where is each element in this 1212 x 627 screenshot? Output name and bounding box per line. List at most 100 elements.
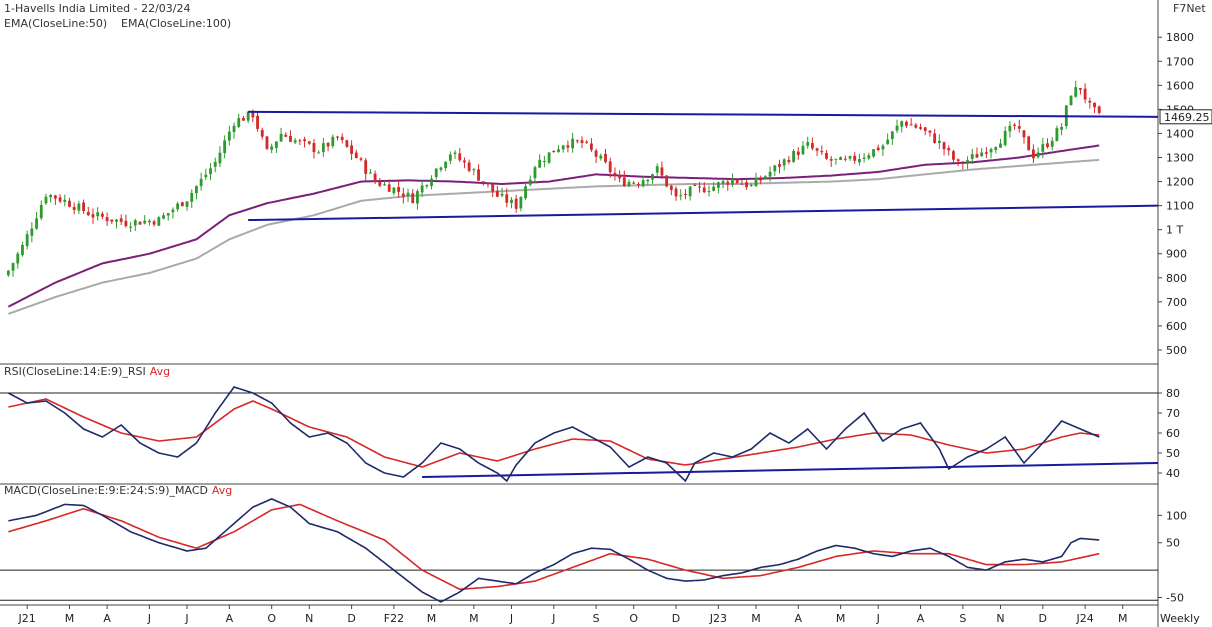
- candle-body: [735, 179, 739, 183]
- candle-body: [970, 154, 974, 159]
- candle-body: [171, 209, 175, 213]
- candle-body: [340, 136, 344, 140]
- macd-avg-line: [8, 503, 1100, 591]
- candle-body: [519, 196, 523, 209]
- candle-body: [1027, 136, 1031, 151]
- candle-body: [270, 146, 274, 150]
- ema50-legend-text: EMA(CloseLine:50): [4, 17, 107, 30]
- candle-body: [44, 196, 48, 204]
- candle-body: [279, 133, 283, 142]
- candle-body: [453, 152, 457, 154]
- candlestick-series: [6, 80, 1101, 277]
- candle-body: [829, 159, 833, 161]
- candle-body: [1050, 140, 1054, 147]
- candle-body: [853, 155, 857, 161]
- time-tick-label: O: [267, 612, 276, 625]
- candle-body: [862, 157, 866, 159]
- candle-body: [199, 178, 203, 187]
- candle-body: [72, 207, 76, 210]
- price-tick-label: 1600: [1166, 79, 1194, 92]
- candle-body: [528, 179, 532, 185]
- candle-body: [909, 124, 913, 126]
- time-tick-label: N: [996, 612, 1004, 625]
- rsi-tick-label: 70: [1166, 407, 1180, 420]
- rsi-trendline: [422, 462, 1159, 478]
- candle-body: [952, 151, 955, 160]
- candle-body: [542, 161, 546, 163]
- candle-body: [651, 174, 654, 180]
- candle-body: [599, 155, 603, 159]
- candle-body: [646, 179, 650, 182]
- candle-body: [68, 200, 71, 207]
- candle-body: [274, 141, 278, 149]
- candle-body: [886, 139, 890, 145]
- candle-body: [933, 133, 937, 143]
- candle-body: [608, 161, 612, 173]
- candle-body: [298, 140, 302, 142]
- candle-body: [707, 191, 711, 193]
- candle-body: [143, 220, 147, 224]
- time-tick-label: M: [469, 612, 479, 625]
- candle-body: [110, 219, 114, 222]
- candle-body: [975, 154, 979, 158]
- candle-body: [660, 167, 664, 176]
- candle-body: [1083, 88, 1087, 100]
- chart-title: 1-Havells India Limited - 22/03/24: [4, 2, 190, 15]
- candle-body: [881, 145, 885, 150]
- last-price-marker: 1469.25: [1080, 109, 1212, 125]
- time-tick-label: M: [1118, 612, 1128, 625]
- price-tick-label: 1300: [1166, 152, 1194, 165]
- candle-body: [514, 198, 518, 209]
- candle-body: [1079, 88, 1082, 90]
- time-tick-label: F22: [384, 612, 404, 625]
- time-tick-label: J: [509, 612, 513, 625]
- time-tick-label: J24: [1075, 612, 1093, 625]
- time-tick-label: J23: [709, 612, 727, 625]
- candle-body: [655, 166, 659, 173]
- candle-body: [731, 178, 734, 185]
- candle-body: [1013, 124, 1016, 126]
- candle-body: [354, 152, 358, 158]
- candle-body: [571, 138, 575, 149]
- candle-body: [796, 151, 800, 155]
- candle-body: [759, 179, 763, 181]
- candle-body: [321, 143, 325, 153]
- time-tick-label: D: [672, 612, 680, 625]
- candle-body: [1097, 106, 1101, 113]
- candle-body: [472, 169, 476, 171]
- candle-body: [213, 161, 217, 167]
- candle-body: [416, 191, 419, 204]
- candle-body: [195, 186, 198, 194]
- macd-avg-label: Avg: [212, 484, 232, 497]
- candle-body: [256, 115, 259, 129]
- candle-body: [368, 172, 372, 174]
- candle-body: [58, 197, 62, 202]
- rsi-title-text: RSI(CloseLine:14:E:9)_RSI: [4, 365, 146, 378]
- candle-body: [124, 220, 128, 227]
- time-tick-label: J: [876, 612, 880, 625]
- rsi-avg-line: [8, 398, 1100, 468]
- candle-body: [843, 158, 847, 160]
- time-tick-label: D: [1039, 612, 1047, 625]
- time-tick-label: O: [629, 612, 638, 625]
- candle-body: [1036, 152, 1040, 157]
- macd-line: [8, 498, 1100, 603]
- candle-body: [411, 193, 415, 204]
- time-axis: J21 M A J J A O N D F22 M M J J S O D J23 M A M J A S N D J24 M: [18, 605, 1128, 625]
- candle-body: [905, 121, 908, 126]
- candle-body: [242, 117, 245, 121]
- candle-body: [825, 153, 828, 159]
- candle-body: [726, 181, 730, 185]
- candle-body: [420, 185, 424, 193]
- candle-body: [999, 143, 1002, 148]
- candle-body: [702, 187, 706, 193]
- time-tick-label: A: [795, 612, 803, 625]
- candle-body: [688, 186, 692, 197]
- candle-body: [613, 172, 617, 176]
- price-trendlines: [248, 110, 1159, 222]
- candle-body: [1055, 128, 1059, 141]
- candle-body: [152, 221, 156, 225]
- candle-body: [166, 213, 170, 216]
- candle-body: [25, 234, 29, 247]
